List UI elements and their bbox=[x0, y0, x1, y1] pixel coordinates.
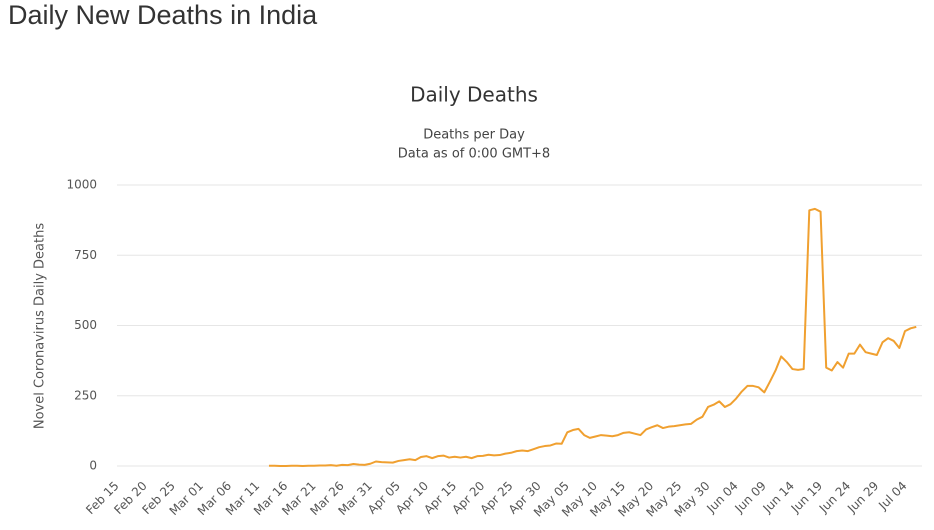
data-line bbox=[268, 207, 917, 467]
y-tick-label: 750 bbox=[74, 248, 97, 262]
x-tick-label: Jun 14 bbox=[760, 479, 797, 516]
chart-title: Daily Deaths bbox=[410, 83, 538, 107]
x-tick-label: Jun 09 bbox=[732, 479, 769, 516]
y-tick-label: 0 bbox=[89, 459, 97, 473]
y-axis-label: Novel Coronavirus Daily Deaths bbox=[33, 223, 48, 429]
x-tick-label: Jun 04 bbox=[703, 479, 740, 516]
x-tick-label: Jul 04 bbox=[875, 479, 909, 513]
chart-subtitle: Data as of 0:00 GMT+8 bbox=[398, 147, 550, 162]
chart-subtitle: Deaths per Day bbox=[423, 128, 525, 143]
y-tick-label: 1000 bbox=[66, 178, 97, 192]
y-tick-label: 500 bbox=[74, 318, 97, 332]
y-tick-label: 250 bbox=[74, 388, 97, 402]
x-tick-label: Jun 19 bbox=[788, 479, 825, 516]
page-title: Daily New Deaths in India bbox=[8, 0, 318, 30]
x-tick-label: Jun 24 bbox=[816, 479, 853, 516]
x-tick-label: Jun 29 bbox=[844, 479, 881, 516]
